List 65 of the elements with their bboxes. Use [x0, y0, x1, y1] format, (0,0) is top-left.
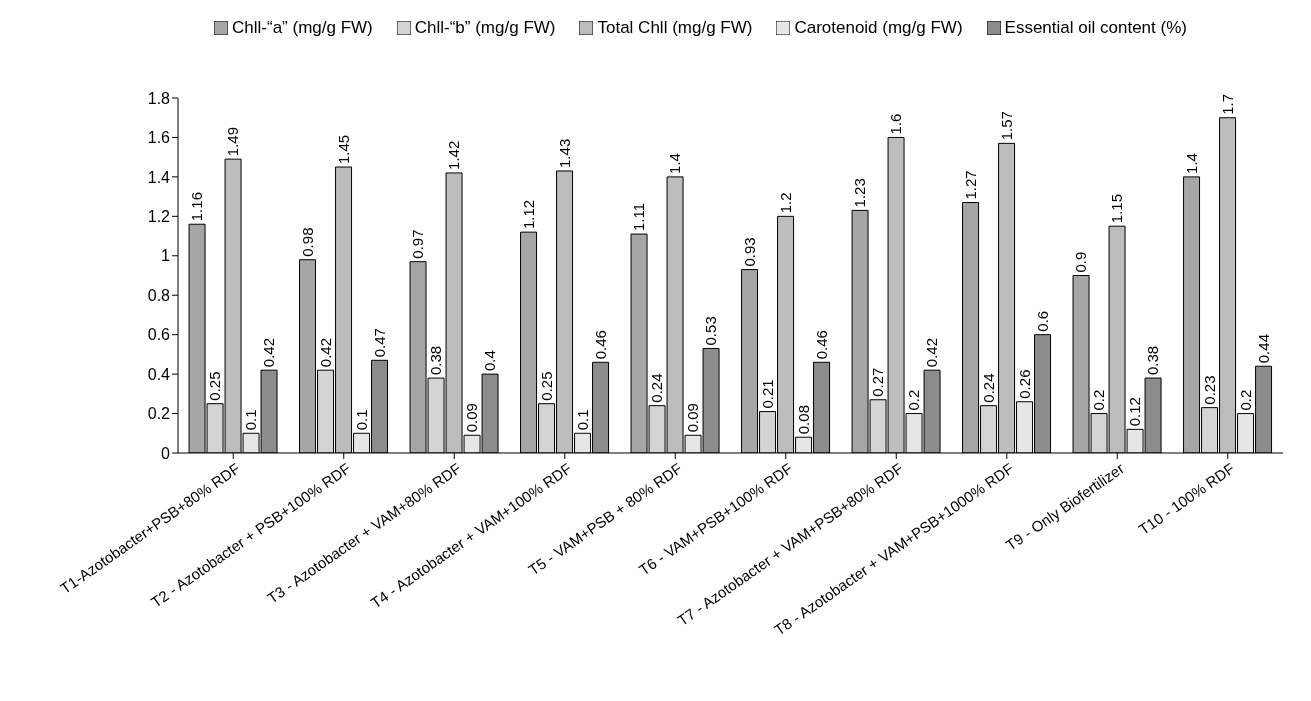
data-label: 0.12: [1126, 397, 1144, 427]
data-label: 1.45: [334, 134, 352, 165]
data-label: 0.98: [298, 227, 316, 257]
data-label: 1.49: [224, 126, 242, 157]
legend-label: Total Chll (mg/g FW): [597, 18, 753, 38]
data-label: 1.12: [519, 199, 537, 230]
data-label: 0.42: [923, 337, 941, 368]
y-tick-label: 1: [161, 247, 171, 265]
legend-label: Chll-“a” (mg/g FW): [232, 18, 373, 38]
data-label: 0.24: [979, 373, 997, 403]
y-tick-label: 0: [161, 444, 171, 462]
data-label: 1.4: [1182, 153, 1200, 174]
data-label: 0.44: [1254, 334, 1272, 364]
data-label: 1.16: [188, 192, 206, 222]
data-label: 0.21: [758, 379, 776, 409]
data-label: 1.43: [555, 138, 573, 168]
y-tick-label: 0.8: [147, 286, 171, 304]
data-label: 0.09: [463, 403, 481, 433]
data-label: 0.9: [1072, 251, 1090, 273]
data-label: 0.23: [1200, 375, 1218, 405]
data-label: 1.27: [961, 170, 979, 200]
data-label: 0.97: [409, 229, 427, 259]
data-label: 0.1: [573, 409, 591, 431]
data-label: 0.42: [260, 337, 278, 368]
data-label: 0.27: [869, 367, 887, 397]
y-tick-label: 0.4: [147, 365, 171, 383]
y-tick-label: 1.4: [147, 168, 171, 186]
legend-label: Carotenoid (mg/g FW): [794, 18, 963, 38]
y-tick-label: 0.6: [147, 326, 171, 344]
data-label: 0.4: [481, 350, 499, 372]
data-label: 0.2: [905, 389, 923, 411]
y-tick-label: 1.2: [147, 208, 171, 226]
y-tick-label: 1.8: [147, 89, 171, 107]
data-label: 1.6: [887, 113, 905, 135]
data-label: 0.46: [591, 330, 609, 360]
data-label: 1.4: [666, 153, 684, 174]
data-label: 0.2: [1236, 389, 1254, 411]
data-label: 1.57: [997, 111, 1015, 141]
data-label: 0.46: [812, 330, 830, 360]
data-label: 0.25: [537, 371, 555, 401]
data-label: 1.2: [776, 192, 794, 214]
data-label: 0.26: [1015, 369, 1033, 399]
data-label: 0.47: [370, 328, 388, 358]
data-label: 0.6: [1033, 310, 1051, 332]
legend-label: Chll-“b” (mg/g FW): [414, 18, 556, 38]
legend-label: Essential oil content (%): [1004, 18, 1187, 38]
data-label: 1.42: [445, 140, 463, 170]
data-label: 1.23: [851, 178, 869, 208]
data-label: 0.42: [316, 337, 334, 368]
data-label: 0.09: [684, 403, 702, 433]
data-label: 1.15: [1108, 193, 1126, 224]
data-label: 0.53: [702, 316, 720, 346]
data-label: 1.7: [1218, 93, 1236, 115]
data-label: 0.2: [1090, 389, 1108, 411]
data-label: 0.1: [242, 409, 260, 431]
data-label: 0.08: [794, 405, 812, 435]
data-label: 0.1: [352, 409, 370, 431]
data-label: 0.38: [427, 345, 445, 376]
data-label: 0.25: [206, 371, 224, 401]
y-tick-label: 0.2: [147, 405, 171, 423]
data-label: 0.38: [1144, 345, 1162, 376]
data-label: 1.11: [630, 202, 648, 232]
y-tick-label: 1.6: [147, 129, 171, 147]
data-label: 0.24: [648, 373, 666, 403]
data-label: 0.93: [740, 237, 758, 267]
